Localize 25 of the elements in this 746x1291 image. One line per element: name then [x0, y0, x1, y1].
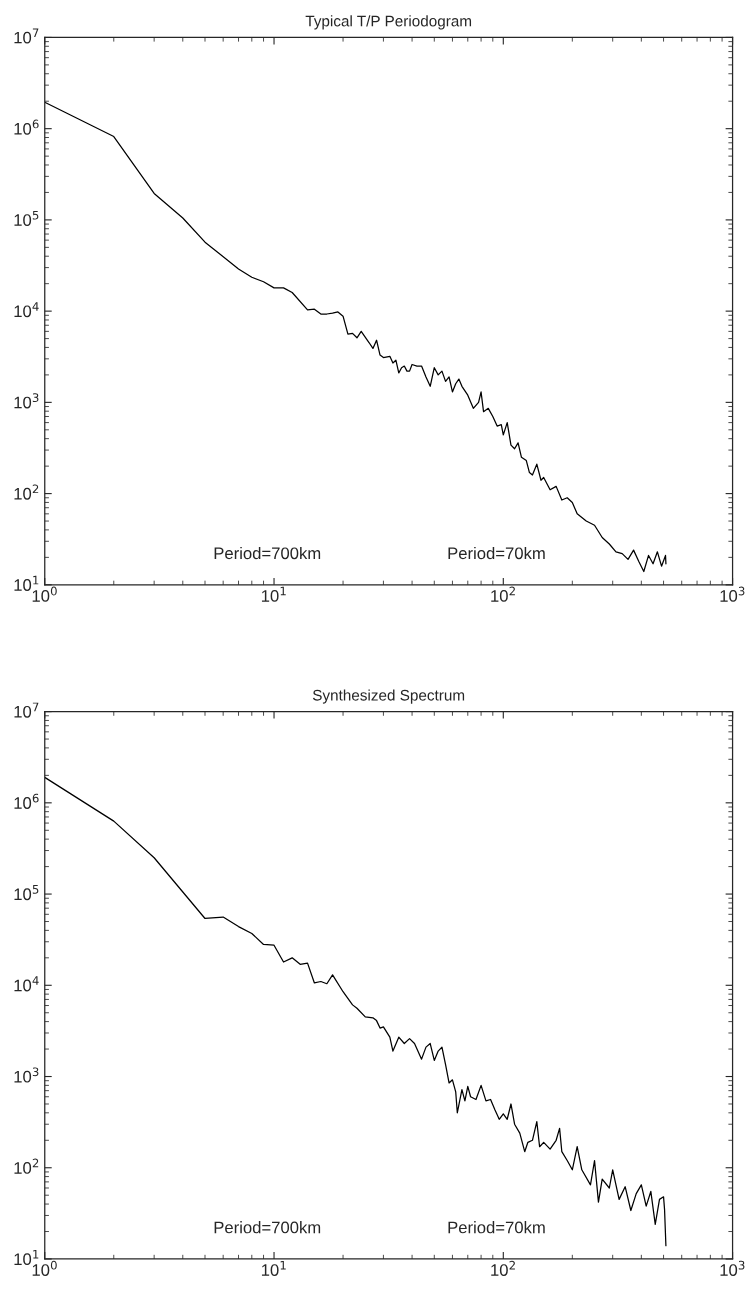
y-tick-label: 10$^{3}$ — [14, 1067, 39, 1083]
y-tick-label: 10$^{3}$ — [14, 393, 39, 409]
y-tick-label: 10$^{2}$ — [14, 1158, 39, 1174]
chart-title: Typical T/P Periodogram — [305, 15, 472, 30]
y-tick-label: 10$^{5}$ — [14, 885, 39, 901]
annotation: Period=700km — [214, 546, 321, 560]
y-tick-label: 10$^{5}$ — [14, 210, 39, 226]
annotation: Period=70km — [448, 1221, 545, 1234]
x-tick-label: 10$^{1}$ — [261, 1260, 286, 1276]
annotation: Period=70km — [448, 546, 545, 560]
x-tick-label: 10$^{3}$ — [720, 586, 745, 602]
x-tick-label: 10$^{0}$ — [32, 1260, 57, 1276]
x-tick-label: 10$^{1}$ — [261, 586, 286, 602]
x-tick-label: 10$^{2}$ — [491, 586, 515, 602]
y-tick-label: 10$^{4}$ — [14, 302, 39, 318]
annotation: Period=700km — [214, 1221, 321, 1234]
y-tick-label: 10$^{7}$ — [14, 28, 39, 44]
y-tick-label: 10$^{4}$ — [14, 976, 39, 992]
y-tick-label: 10$^{6}$ — [14, 793, 39, 809]
y-tick-label: 10$^{7}$ — [14, 702, 39, 718]
x-tick-label: 10$^{3}$ — [720, 1260, 745, 1276]
x-tick-label: 10$^{2}$ — [491, 1260, 515, 1276]
y-tick-label: 10$^{6}$ — [14, 119, 39, 135]
y-tick-label: 10$^{2}$ — [14, 484, 39, 500]
chart-title: Synthesized Spectrum — [312, 689, 465, 704]
